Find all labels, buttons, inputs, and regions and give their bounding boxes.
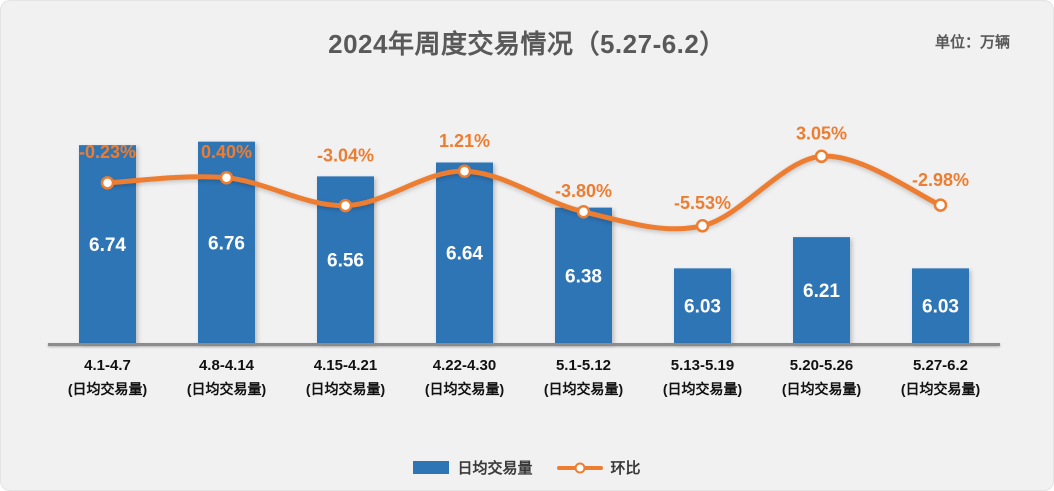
bar-value-label: 6.03 [684,297,721,318]
pct-label: -5.53% [674,193,731,213]
x-tick-label: 4.1-4.7 [84,357,131,374]
x-tick-sublabel: (日均交易量) [782,381,861,397]
pct-label: 3.05% [796,123,847,143]
pct-label: 0.40% [201,142,252,162]
line-marker [219,171,234,185]
bar-5.27-6.2 [912,268,969,343]
bar-value-label: 6.03 [922,297,959,318]
line-marker [100,176,115,190]
x-tick-label: 5.27-6.2 [913,357,968,374]
x-tick-sublabel: (日均交易量) [187,381,266,397]
bar-swatch-icon [413,461,450,474]
line-marker [576,205,591,219]
chart-title: 2024年周度交易情况（5.27-6.2） [328,29,726,59]
x-tick-sublabel: (日均交易量) [544,381,623,397]
bar-value-label: 6.21 [803,281,840,302]
x-tick-sublabel: (日均交易量) [901,381,980,397]
unit-label: 单位：万辆 [934,34,1010,51]
pct-label: -0.23% [79,142,136,162]
x-tick-label: 5.13-5.19 [671,357,734,374]
legend-item-line-series: 环比 [556,457,641,478]
line-marker [457,164,472,178]
pct-label: -3.04% [317,146,374,166]
bar-value-label: 6.56 [327,251,364,272]
bar-5.20-5.26 [793,237,850,343]
bar-value-label: 6.38 [565,266,602,287]
x-tick-sublabel: (日均交易量) [306,381,385,397]
pct-label: -2.98% [912,170,969,190]
x-tick-label: 5.1-5.12 [556,357,611,374]
bar-value-label: 6.64 [446,244,483,265]
line-series-path [105,153,943,232]
bar-5.13-5.19 [674,268,731,343]
pct-label: -3.80% [555,181,612,201]
line-marker [338,198,353,213]
x-tick-label: 4.8-4.14 [199,357,255,374]
x-tick-sublabel: (日均交易量) [68,381,147,397]
x-tick-sublabel: (日均交易量) [663,381,742,397]
bar-value-label: 6.74 [89,235,126,256]
legend-item-bar-series: 日均交易量 [413,457,533,478]
bar-4.22-4.30 [436,162,493,343]
line-marker [695,219,710,233]
line-marker [933,198,948,212]
x-tick-label: 4.15-4.21 [314,357,377,374]
line-swatch-icon [556,462,603,473]
chart-legend: 日均交易量 环比 [0,457,1054,478]
line-marker [814,149,829,164]
pct-label: 1.21% [439,131,490,151]
bar-5.1-5.12 [555,207,612,343]
x-tick-label: 5.20-5.26 [790,357,853,374]
legend-label-line-series: 环比 [610,460,641,477]
bar-value-label: 6.76 [208,233,245,254]
line-marker-icon [574,462,585,473]
legend-label-bar-series: 日均交易量 [457,460,533,477]
x-tick-sublabel: (日均交易量) [425,381,504,397]
x-tick-label: 4.22-4.30 [433,357,496,374]
